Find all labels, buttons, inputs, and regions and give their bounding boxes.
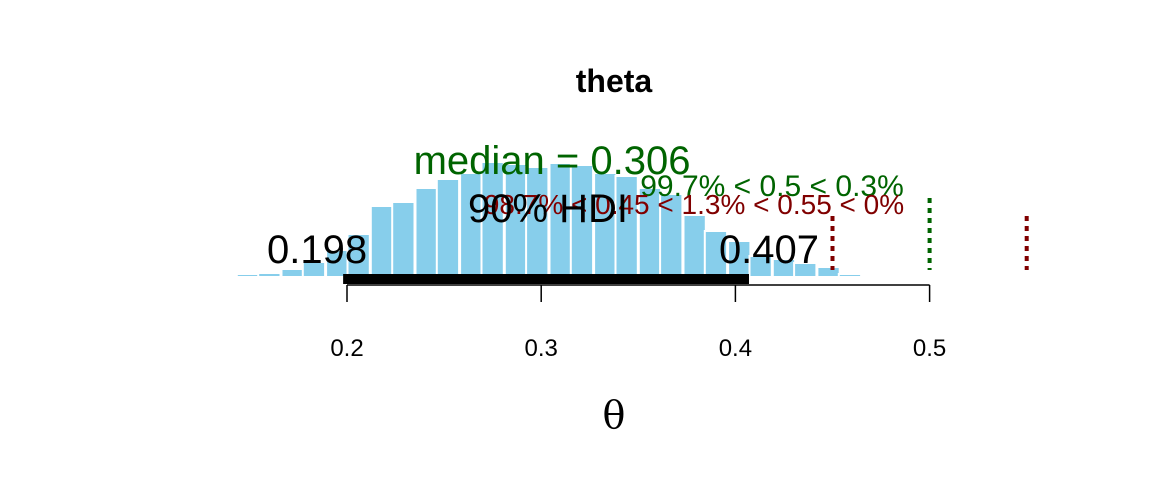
histogram-bar: [212, 275, 237, 278]
histogram-bar: [837, 273, 863, 278]
histogram-bar: [435, 178, 461, 278]
x-tick-label: 0.5: [913, 335, 946, 362]
x-axis-ticks: 0.2 0.3 0.4 0.5: [330, 285, 946, 362]
histogram-bar: [257, 272, 282, 278]
x-tick-label: 0.4: [719, 335, 752, 362]
hdi-label: 90% HDI: [468, 187, 628, 231]
comparison-value-label: 99.7% < 0.5 < 0.3%: [640, 170, 904, 203]
chart-title: theta: [576, 63, 653, 99]
histogram-bar: [682, 214, 707, 278]
histogram-bar: [235, 273, 261, 278]
histogram-bar: [861, 274, 886, 278]
x-tick-label: 0.3: [525, 335, 558, 362]
hdi-high-label: 0.407: [719, 228, 819, 272]
x-axis-label: θ: [603, 393, 626, 437]
histogram-bars: [191, 161, 907, 278]
histogram-bar: [882, 275, 907, 278]
histogram-bar: [191, 275, 216, 278]
median-label: median = 0.306: [414, 139, 691, 183]
x-tick-label: 0.2: [330, 335, 363, 362]
rope-label: 98.7% < 0.45 < 1.3% < 0.55 < 0%: [484, 189, 904, 220]
histogram-bar: [391, 201, 416, 278]
histogram-bar: [414, 187, 439, 278]
histogram-bar: [301, 261, 327, 278]
hdi-low-label: 0.198: [267, 228, 367, 272]
histogram-bar: [816, 266, 841, 278]
histogram-bar: [793, 262, 818, 278]
reference-markers: [830, 198, 1029, 270]
histogram-bar: [748, 255, 773, 278]
histogram-bar: [369, 205, 395, 278]
